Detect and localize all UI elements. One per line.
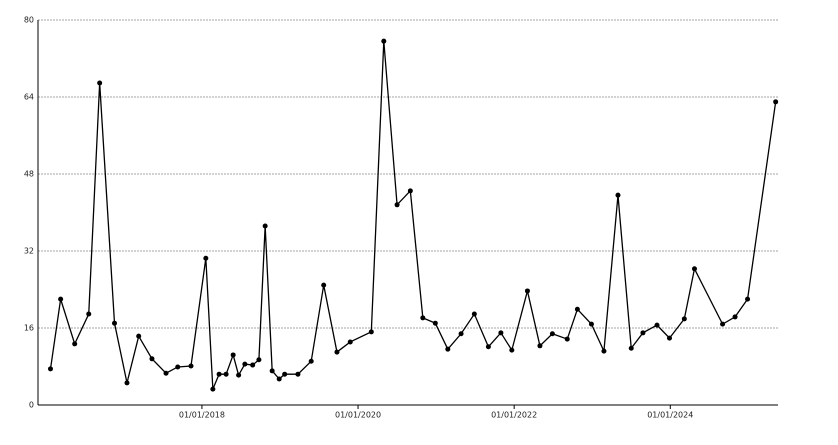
- point: [524, 288, 530, 294]
- point: [188, 363, 194, 369]
- point: [282, 371, 288, 377]
- point: [681, 316, 687, 322]
- point: [47, 366, 53, 372]
- point: [368, 329, 374, 335]
- point: [498, 330, 504, 336]
- point: [407, 188, 413, 194]
- point: [432, 320, 438, 326]
- y-tick-label: 80: [24, 16, 34, 25]
- point: [262, 223, 268, 229]
- point: [216, 371, 222, 377]
- y-tick-label: 16: [24, 324, 34, 333]
- point: [773, 99, 779, 105]
- point: [588, 321, 594, 327]
- y-tick-label: 32: [24, 247, 34, 256]
- y-tick-label: 48: [24, 170, 34, 179]
- point: [458, 331, 464, 337]
- point: [256, 357, 262, 363]
- point: [720, 321, 726, 327]
- line: [49, 41, 777, 390]
- x-tick-label: 01/01/2020: [335, 411, 381, 420]
- point: [250, 362, 256, 368]
- x-tick-label: 01/01/2018: [179, 411, 225, 420]
- point: [445, 346, 451, 352]
- point: [601, 348, 607, 354]
- point: [666, 335, 672, 341]
- point: [654, 322, 660, 328]
- point: [347, 339, 353, 345]
- point: [210, 386, 216, 392]
- point: [149, 356, 155, 362]
- point: [420, 315, 426, 321]
- point: [136, 333, 142, 339]
- point: [549, 331, 555, 337]
- point: [269, 368, 275, 374]
- point: [509, 347, 515, 353]
- point: [691, 266, 697, 272]
- point: [485, 344, 491, 350]
- point: [175, 364, 181, 370]
- point: [615, 192, 621, 198]
- point: [745, 296, 751, 302]
- x-tick-label: 01/01/2022: [491, 411, 537, 420]
- point: [97, 80, 103, 86]
- point: [381, 38, 387, 44]
- point: [334, 349, 340, 355]
- x-tick-label: 01/01/2024: [647, 411, 693, 420]
- point: [203, 255, 209, 261]
- point: [394, 202, 400, 208]
- point: [471, 311, 477, 317]
- point: [111, 320, 117, 326]
- point: [236, 372, 242, 378]
- point: [86, 311, 92, 317]
- point: [308, 358, 314, 364]
- point: [124, 380, 130, 386]
- point: [276, 376, 282, 382]
- point: [564, 336, 570, 342]
- y-tick-label: 64: [24, 93, 34, 102]
- point: [163, 370, 169, 376]
- point: [321, 282, 327, 288]
- point: [732, 314, 738, 320]
- point: [58, 296, 64, 302]
- point: [223, 371, 229, 377]
- point: [230, 352, 236, 358]
- point: [574, 306, 580, 312]
- point: [242, 361, 248, 367]
- point: [537, 343, 543, 349]
- y-tick-label: 0: [29, 401, 34, 410]
- point: [72, 341, 78, 347]
- point: [295, 371, 301, 377]
- point: [628, 345, 634, 351]
- point: [640, 330, 646, 336]
